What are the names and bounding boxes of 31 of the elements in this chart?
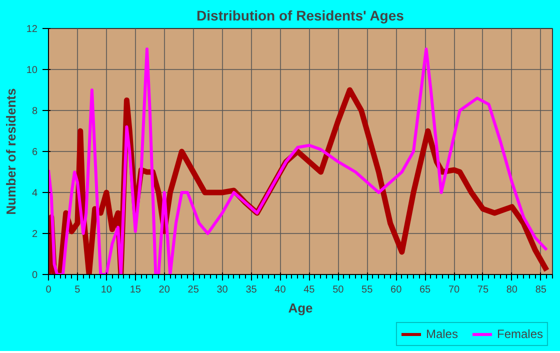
x-tick-label: 35: [246, 284, 258, 296]
y-tick-label: 10: [26, 65, 38, 76]
x-tick-label: 60: [390, 284, 402, 296]
legend-label: Males: [426, 327, 458, 341]
x-tick-label: 5: [74, 284, 81, 296]
y-tick-label: 6: [32, 147, 38, 158]
x-tick-label: 70: [448, 284, 460, 296]
line-series: [48, 48, 548, 274]
x-tick-label: 80: [506, 284, 518, 296]
y-tick-label: 12: [26, 24, 38, 35]
x-tick-label: 15: [130, 284, 142, 296]
x-tick-label: 50: [332, 284, 344, 296]
x-tick-label: 30: [216, 284, 228, 296]
y-tick-label: 0: [32, 270, 38, 281]
x-tick-label: 40: [274, 284, 286, 296]
x-axis-title: Age: [288, 300, 313, 316]
x-tick-label: 25: [188, 284, 200, 296]
x-tick-label: 45: [304, 284, 316, 296]
y-tick-label: 2: [32, 229, 38, 240]
y-tick-label: 8: [32, 106, 38, 117]
chart-title: Distribution of Residents' Ages: [196, 8, 404, 24]
x-tick-label: 75: [477, 284, 489, 296]
legend-label: Females: [496, 327, 543, 341]
y-tick-label: 4: [32, 188, 38, 199]
x-tick-label: 65: [419, 284, 432, 296]
x-tick-label: 20: [158, 284, 170, 296]
x-tick-label: 55: [362, 284, 374, 296]
y-axis-title: Number of residents: [3, 88, 18, 215]
x-tick-label: 85: [535, 284, 547, 296]
x-tick-label: 10: [100, 284, 112, 296]
x-tick-label: 0: [46, 284, 52, 296]
